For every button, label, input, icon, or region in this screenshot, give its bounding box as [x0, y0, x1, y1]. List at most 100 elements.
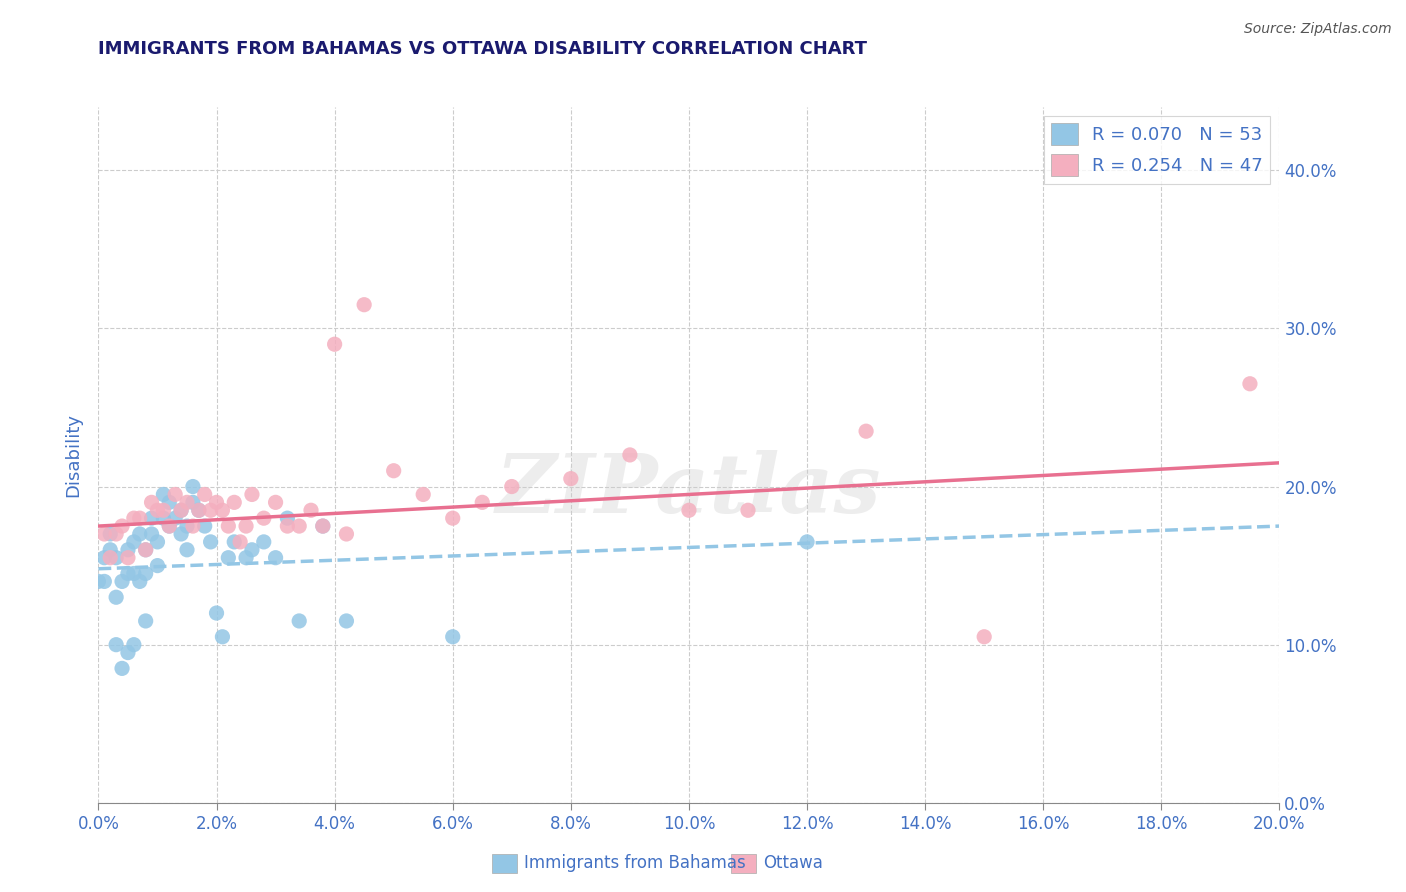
Point	[141, 495, 163, 509]
Point	[146, 558, 169, 573]
Point	[98, 550, 121, 565]
Point	[152, 511, 174, 525]
Point	[217, 550, 239, 565]
Point	[194, 519, 217, 533]
Point	[288, 614, 311, 628]
Point	[312, 519, 335, 533]
Text: ZIPatlas: ZIPatlas	[496, 450, 882, 530]
Point	[205, 606, 228, 620]
Point	[111, 574, 134, 589]
Point	[135, 566, 157, 581]
Point	[93, 527, 115, 541]
Point	[117, 550, 139, 565]
Point	[152, 487, 174, 501]
Point	[128, 574, 150, 589]
Point	[560, 472, 582, 486]
Point	[211, 503, 233, 517]
Point	[678, 503, 700, 517]
Point	[87, 574, 110, 589]
Point	[117, 566, 139, 581]
Point	[157, 519, 180, 533]
Point	[93, 550, 115, 565]
Point	[170, 527, 193, 541]
Point	[93, 574, 115, 589]
Point	[235, 519, 257, 533]
Point	[165, 511, 187, 525]
Point	[253, 511, 276, 525]
Point	[217, 519, 239, 533]
Point	[165, 487, 187, 501]
Point	[619, 448, 641, 462]
Point	[128, 527, 150, 541]
Point	[122, 511, 145, 525]
Point	[111, 661, 134, 675]
Point	[855, 424, 877, 438]
Y-axis label: Disability: Disability	[65, 413, 83, 497]
Point	[737, 503, 759, 517]
Point	[235, 550, 257, 565]
Point	[135, 614, 157, 628]
Point	[157, 519, 180, 533]
Point	[796, 534, 818, 549]
Point	[170, 503, 193, 517]
Point	[176, 542, 198, 557]
Point	[146, 503, 169, 517]
Point	[122, 534, 145, 549]
Point	[181, 495, 204, 509]
Point	[288, 519, 311, 533]
Point	[323, 337, 346, 351]
Point	[382, 464, 405, 478]
Point	[441, 511, 464, 525]
Point	[105, 550, 128, 565]
Point	[111, 519, 134, 533]
Point	[181, 519, 204, 533]
Point	[299, 503, 322, 517]
Point	[471, 495, 494, 509]
Point	[353, 298, 375, 312]
Point	[176, 519, 198, 533]
Point	[135, 542, 157, 557]
Text: Source: ZipAtlas.com: Source: ZipAtlas.com	[1244, 22, 1392, 37]
Point	[200, 503, 222, 517]
Point	[335, 614, 357, 628]
Point	[157, 495, 180, 509]
Point	[253, 534, 276, 549]
Legend: R = 0.070   N = 53, R = 0.254   N = 47: R = 0.070 N = 53, R = 0.254 N = 47	[1043, 116, 1271, 184]
Point	[240, 542, 263, 557]
Point	[187, 503, 209, 517]
Text: Immigrants from Bahamas: Immigrants from Bahamas	[524, 855, 747, 872]
Point	[141, 511, 163, 525]
Point	[194, 487, 217, 501]
Point	[412, 487, 434, 501]
Point	[141, 527, 163, 541]
Point	[152, 503, 174, 517]
Point	[1239, 376, 1261, 391]
Point	[105, 527, 128, 541]
Point	[973, 630, 995, 644]
Point	[205, 495, 228, 509]
Point	[335, 527, 357, 541]
Point	[312, 519, 335, 533]
Point	[117, 646, 139, 660]
Point	[501, 479, 523, 493]
Point	[264, 495, 287, 509]
Text: IMMIGRANTS FROM BAHAMAS VS OTTAWA DISABILITY CORRELATION CHART: IMMIGRANTS FROM BAHAMAS VS OTTAWA DISABI…	[98, 40, 868, 58]
Point	[135, 542, 157, 557]
Point	[122, 566, 145, 581]
Point	[240, 487, 263, 501]
Point	[122, 638, 145, 652]
Point	[170, 503, 193, 517]
Point	[105, 591, 128, 605]
Point	[224, 495, 246, 509]
Point	[187, 503, 209, 517]
Point	[224, 534, 246, 549]
Point	[176, 495, 198, 509]
Point	[146, 534, 169, 549]
Point	[98, 542, 121, 557]
Point	[98, 527, 121, 541]
Point	[200, 534, 222, 549]
Point	[276, 519, 298, 533]
Text: Ottawa: Ottawa	[763, 855, 824, 872]
Point	[441, 630, 464, 644]
Point	[229, 534, 252, 549]
